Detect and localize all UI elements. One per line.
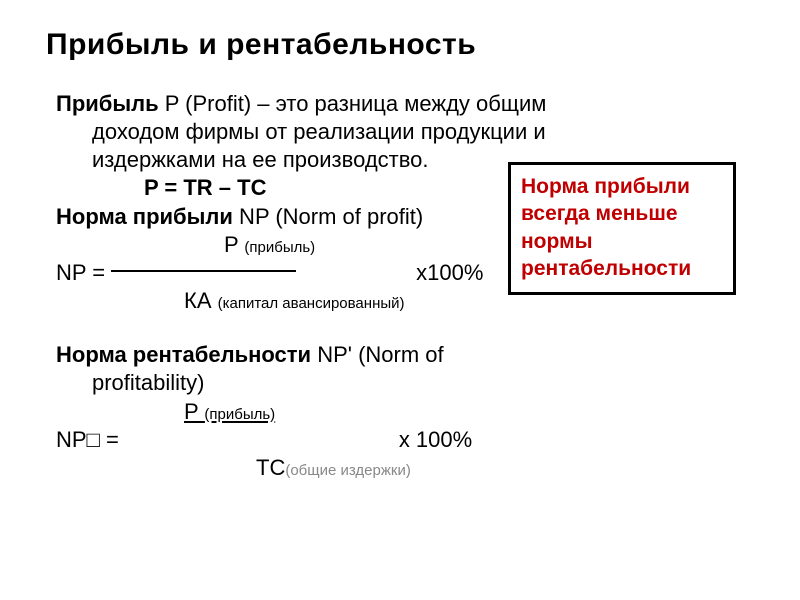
nr-numerator-note: (прибыль) xyxy=(204,406,275,423)
spacer xyxy=(56,315,764,341)
callout-box: Норма прибыли всегда меньше нормы рентаб… xyxy=(508,162,736,295)
np-numerator-p: P xyxy=(224,232,244,257)
nr-formula-row: NP□ = x 100% xyxy=(56,426,764,454)
profit-definition-line2: доходом фирмы от реализации продукции и xyxy=(56,118,764,146)
profit-definition-line1: Прибыль P (Profit) – это разница между о… xyxy=(56,90,764,118)
nr-numerator-p: P xyxy=(184,399,204,424)
norm-rent-heading-line2: profitability) xyxy=(56,369,764,397)
np-numerator-note: (прибыль) xyxy=(244,239,315,256)
profit-def-text1: P (Profit) – это разница между общим xyxy=(159,91,547,116)
nr-equals: NP□ = xyxy=(56,426,119,454)
np-equals: NP = xyxy=(56,259,105,287)
formula-text: P = TR – TC xyxy=(144,175,266,200)
norm-rent-term: Норма рентабельности xyxy=(56,342,311,367)
profit-term: Прибыль xyxy=(56,91,159,116)
np-denominator-ka: КА xyxy=(184,288,218,313)
slide: Прибыль и рентабельность Прибыль P (Prof… xyxy=(0,0,800,600)
np-x100: x100% xyxy=(416,259,483,287)
nr-x100: x 100% xyxy=(399,426,472,454)
np-denominator-note: (капитал авансированный) xyxy=(218,295,405,312)
norm-profit-en: NP (Norm of profit) xyxy=(233,204,423,229)
nr-denominator-tc: TC xyxy=(256,455,285,480)
nr-numerator-underline: P (прибыль) xyxy=(184,399,275,424)
callout-text: Норма прибыли всегда меньше нормы рентаб… xyxy=(521,175,691,280)
norm-rent-heading-line1: Норма рентабельности NP' (Norm of xyxy=(56,341,764,369)
slide-title: Прибыль и рентабельность xyxy=(46,28,764,62)
norm-profit-term: Норма прибыли xyxy=(56,204,233,229)
nr-denominator-note: (общие издержки) xyxy=(285,462,411,479)
norm-rent-en1: NP' (Norm of xyxy=(311,342,444,367)
nr-numerator: P (прибыль) xyxy=(56,398,764,426)
nr-denominator: TC(общие издержки) xyxy=(56,454,764,482)
np-fraction-bar xyxy=(111,270,296,272)
